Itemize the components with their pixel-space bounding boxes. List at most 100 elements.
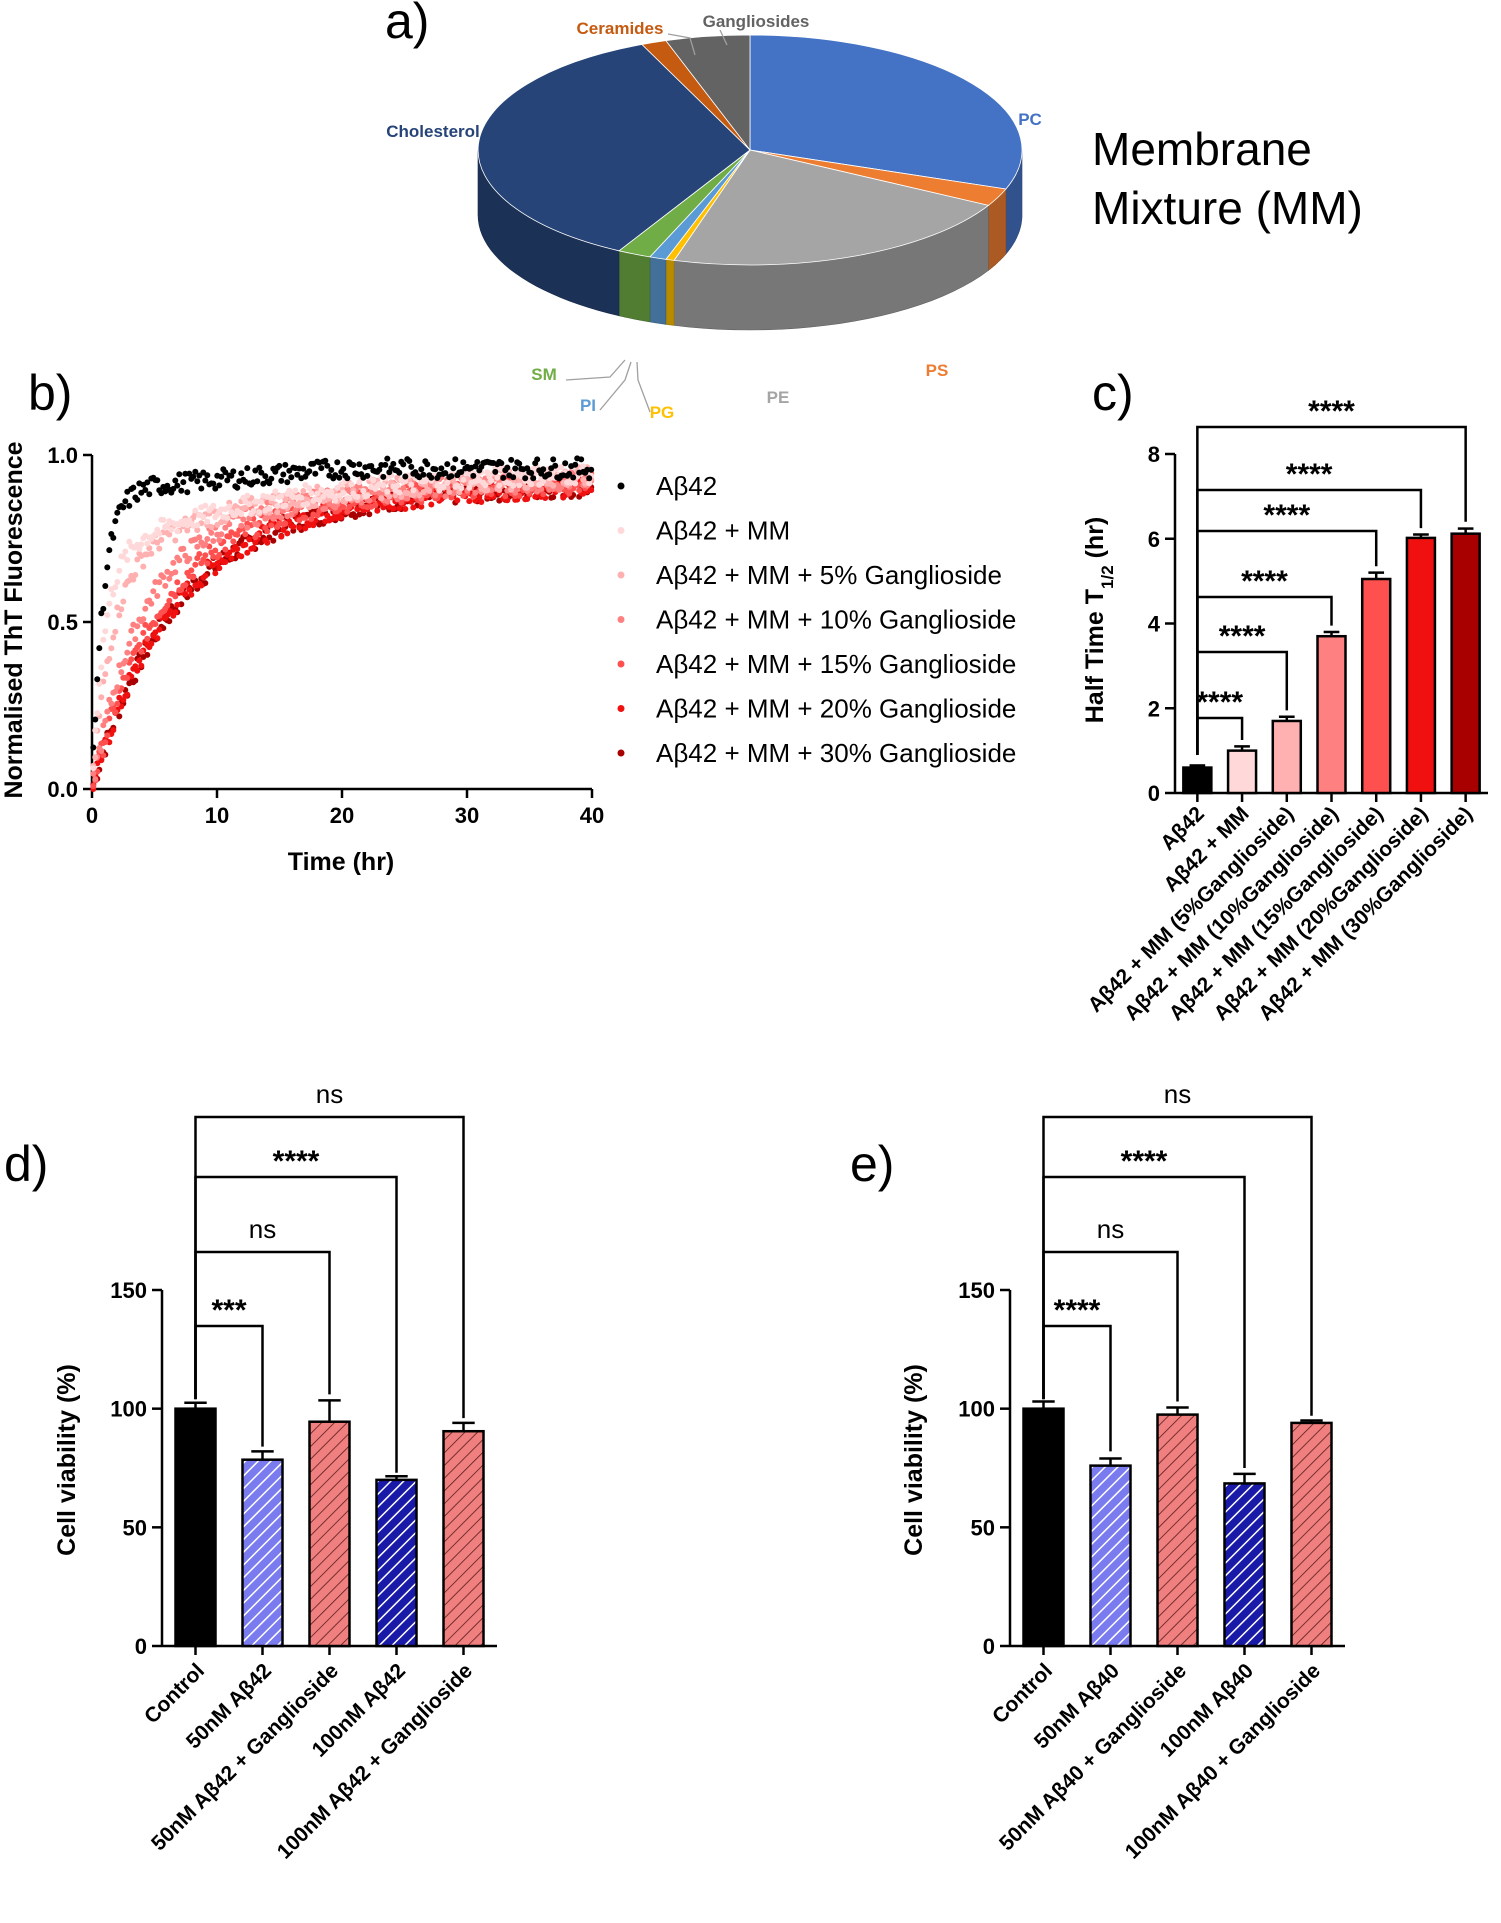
panel-b-data-point bbox=[288, 474, 295, 481]
panel-b-data-point bbox=[134, 667, 141, 674]
panel-b-data-point bbox=[348, 481, 355, 488]
panel-b-data-point bbox=[516, 482, 523, 489]
panel-b-data-point bbox=[244, 465, 251, 472]
panel-b-data-point bbox=[268, 522, 275, 529]
panel-b-data-point bbox=[410, 487, 417, 494]
panel-b-data-point bbox=[372, 502, 379, 509]
panel-b-data-point bbox=[136, 546, 143, 552]
panel-b-legend-label: Aβ42 bbox=[656, 471, 717, 501]
panel-b-data-point bbox=[570, 474, 577, 481]
pie-slice-cholesterol bbox=[477, 44, 751, 252]
panel-b-data-point bbox=[278, 493, 285, 499]
panel-b-data-point bbox=[174, 579, 181, 586]
panel-b-data-point bbox=[128, 627, 135, 634]
panel-b-data-point bbox=[238, 511, 245, 518]
panel-b-data-point bbox=[172, 537, 179, 544]
panel-b-data-point bbox=[216, 537, 223, 544]
c-plot-significance-label: **** bbox=[1241, 565, 1288, 598]
e-plot-y-tick-label: 150 bbox=[958, 1278, 995, 1303]
pie-leader-sm bbox=[565, 359, 626, 381]
c-plot-significance-label: **** bbox=[1308, 395, 1355, 428]
panel-e-letter: e) bbox=[850, 1136, 894, 1192]
c-plot-significance-label: **** bbox=[1196, 686, 1243, 719]
panel-b-legend-marker bbox=[617, 571, 625, 579]
panel-b-data-point bbox=[304, 501, 311, 507]
panel-b-data-point bbox=[138, 648, 145, 655]
panel-b-data-point bbox=[188, 567, 195, 574]
panel-b-data-point bbox=[132, 663, 139, 670]
panel-b-data-point bbox=[402, 473, 409, 480]
panel-b-data-point bbox=[112, 584, 119, 591]
c-plot-bar-a-42-mm bbox=[1226, 749, 1258, 795]
c-plot-bar-a-42-mm-15-ganglioside bbox=[1360, 577, 1392, 795]
panel-b-data-point bbox=[122, 548, 129, 555]
panel-b-data-point bbox=[524, 484, 531, 491]
e-plot-y-tick-label: 0 bbox=[983, 1634, 995, 1659]
panel-b-x-tick-label: 0 bbox=[86, 803, 98, 828]
panel-b-data-point bbox=[238, 470, 245, 477]
panel-b-data-point bbox=[394, 482, 401, 489]
panel-b-data-point bbox=[502, 493, 509, 500]
panel-b-legend-label: Aβ42 + MM bbox=[656, 516, 790, 546]
e-plot-significance-bracket bbox=[1042, 1115, 1313, 1416]
panel-b-data-point bbox=[300, 465, 307, 472]
panel-b-data-point bbox=[562, 460, 569, 467]
panel-b-data-point bbox=[242, 504, 249, 511]
c-plot-y-tick-label: 8 bbox=[1148, 442, 1160, 467]
panel-b-data-point bbox=[272, 529, 279, 536]
panel-c-y-axis-label-main: Half Time T bbox=[1081, 589, 1109, 723]
panel-b-data-point bbox=[400, 461, 407, 468]
panel-b-data-point bbox=[100, 752, 107, 759]
panel-b-data-point bbox=[160, 517, 167, 523]
panel-b-data-point bbox=[454, 497, 461, 504]
panel-b-x-tick-label: 40 bbox=[580, 803, 604, 828]
panel-b-data-point bbox=[180, 545, 187, 552]
panel-b-data-point bbox=[120, 504, 127, 511]
panel-b-data-point bbox=[198, 485, 205, 492]
panel-b-data-point bbox=[90, 765, 97, 772]
panel-b-data-point bbox=[192, 507, 199, 514]
panel-b-legend-label: Aβ42 + MM + 20% Ganglioside bbox=[656, 694, 1016, 724]
panel-b-data-point bbox=[408, 481, 415, 488]
ths-fluorescence-plot: 0 10 20 30 40 0.0 0.5 1.0 bbox=[47, 443, 604, 828]
panel-b-data-point bbox=[460, 476, 467, 483]
panel-b-data-point bbox=[550, 456, 557, 463]
panel-b-data-point bbox=[420, 471, 427, 478]
panel-b-data-point bbox=[170, 559, 177, 566]
d-plot-y-tick-label: 0 bbox=[135, 1634, 147, 1659]
e-plot-category-label: Control bbox=[988, 1659, 1057, 1728]
panel-b-data-point bbox=[224, 515, 231, 522]
panel-b-data-point bbox=[338, 481, 345, 488]
panel-b-data-point bbox=[172, 477, 179, 484]
panel-b-data-point bbox=[540, 491, 547, 498]
panel-b-data-point bbox=[148, 600, 155, 607]
panel-b-data-point bbox=[496, 482, 503, 489]
panel-b-data-point bbox=[204, 560, 211, 567]
panel-b-data-point bbox=[184, 527, 191, 534]
pie-label-pg: PG bbox=[650, 403, 675, 422]
panel-b-x-tick-label: 10 bbox=[205, 803, 229, 828]
panel-b-data-point bbox=[136, 641, 143, 648]
panel-b-data-point bbox=[398, 499, 405, 506]
panel-b-data-point bbox=[284, 530, 291, 537]
panel-b-data-point bbox=[122, 498, 129, 505]
panel-b-data-point bbox=[166, 531, 173, 538]
panel-b-data-point bbox=[302, 514, 309, 521]
panel-c-y-axis-label-sub: 1/2 bbox=[1098, 565, 1117, 589]
panel-b-data-point bbox=[464, 470, 471, 477]
panel-b-data-point bbox=[156, 579, 163, 586]
panel-b-data-point bbox=[516, 460, 523, 467]
d-plot-y-tick-label: 50 bbox=[123, 1515, 147, 1540]
panel-b-data-point bbox=[142, 605, 149, 612]
c-plot-y-tick-label: 4 bbox=[1148, 612, 1161, 637]
panel-b-data-point bbox=[134, 496, 141, 503]
panel-b-data-point bbox=[334, 459, 341, 466]
panel-b-data-point bbox=[166, 575, 173, 582]
panel-b-data-point bbox=[364, 472, 371, 479]
panel-b-data-point bbox=[308, 516, 315, 522]
panel-b-data-point bbox=[494, 474, 501, 481]
panel-b: b) 0 10 20 30 40 0.0 0.5 1.0 Time (hr) Normalis… bbox=[0, 365, 1016, 876]
pie-label-sm: SM bbox=[531, 365, 557, 384]
panel-b-data-point bbox=[120, 598, 127, 605]
